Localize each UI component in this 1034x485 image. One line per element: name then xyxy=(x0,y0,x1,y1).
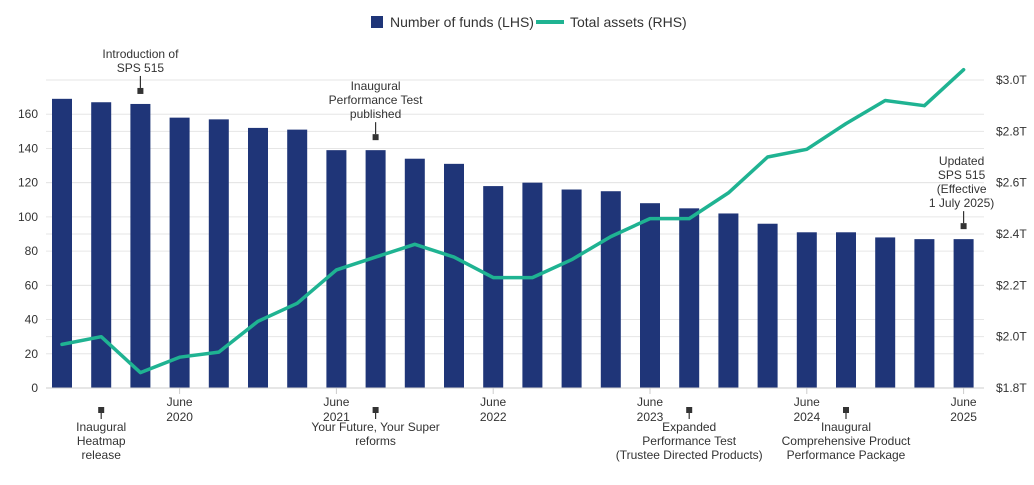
annotation-label: 1 July 2025) xyxy=(929,196,994,210)
annotation-label: Expanded xyxy=(662,420,716,434)
bar xyxy=(953,239,974,388)
bar xyxy=(169,117,190,389)
annotation-label: (Effective xyxy=(937,182,987,196)
legend: Number of funds (LHS) Total assets (RHS) xyxy=(371,14,687,30)
bar xyxy=(208,119,229,388)
total-assets-line xyxy=(60,67,966,375)
line-series-total-assets xyxy=(60,67,966,375)
annotation-label: Comprehensive Product xyxy=(782,434,911,448)
bar xyxy=(404,158,425,388)
y-left-tick-label: 0 xyxy=(31,381,38,395)
bar xyxy=(483,186,504,388)
annotation-label: Introduction of xyxy=(102,47,179,61)
annotation-label: Inaugural xyxy=(351,79,401,93)
bar xyxy=(600,191,621,388)
annotation-label: Updated xyxy=(939,154,984,168)
bar xyxy=(796,232,817,388)
y-right-tick-label: $2.0T xyxy=(996,330,1027,344)
annotation-label: Performance Package xyxy=(787,448,906,462)
x-tick-label: 2021 xyxy=(323,410,350,424)
annotation-label: Heatmap xyxy=(77,434,126,448)
annotation-label: Inaugural xyxy=(76,420,126,434)
x-tick-label: 2023 xyxy=(637,410,664,424)
legend-label-number-of-funds: Number of funds (LHS) xyxy=(390,14,534,30)
y-left-tick-label: 160 xyxy=(18,107,38,121)
x-tick-label: June xyxy=(167,395,193,409)
y-right-tick-label: $2.8T xyxy=(996,124,1027,138)
annotation-label: SPS 515 xyxy=(938,168,986,182)
annotation-marker xyxy=(843,407,849,413)
axes: 0 20 40 60 80 100 120 140 160 $1.8T $2.0T $2.2T $2.4… xyxy=(18,73,1027,424)
bar xyxy=(640,203,660,388)
annotation-marker xyxy=(372,134,379,141)
y-right-tick-label: $2.6T xyxy=(996,176,1027,190)
x-tick-label: 2020 xyxy=(166,410,193,424)
annotation-label: Performance Test xyxy=(329,93,423,107)
x-tick-label: June xyxy=(637,395,663,409)
annotation-label: (Trustee Directed Products) xyxy=(616,448,763,462)
x-tick-label: June xyxy=(323,395,349,409)
annotation-label: release xyxy=(82,448,122,462)
annotation-marker xyxy=(372,407,379,413)
x-tick-label: June xyxy=(794,395,820,409)
x-tick-label: 2024 xyxy=(793,410,820,424)
bar xyxy=(836,232,856,388)
bar xyxy=(718,213,739,388)
annotation-label: Your Future, Your Super xyxy=(311,420,439,434)
y-left-tick-label: 140 xyxy=(18,141,38,155)
y-right-tick-label: $3.0T xyxy=(996,73,1027,87)
legend-swatch-number-of-funds xyxy=(371,16,383,28)
annotation-label: Performance Test xyxy=(642,434,736,448)
bar xyxy=(444,163,464,388)
bar xyxy=(248,127,268,389)
bar-series-number-of-funds xyxy=(52,98,974,389)
y-left-tick-label: 40 xyxy=(25,313,39,327)
annotation-marker xyxy=(98,407,105,413)
annotation-marker xyxy=(686,407,693,413)
bar xyxy=(287,129,308,388)
y-left-tick-label: 20 xyxy=(25,347,39,361)
bar xyxy=(679,208,700,388)
x-tick-label: 2025 xyxy=(950,410,977,424)
annotation-marker xyxy=(137,87,144,94)
annotation-label: published xyxy=(350,107,401,121)
y-left-tick-label: 120 xyxy=(18,176,38,190)
x-tick-label: June xyxy=(480,395,506,409)
annotation-label: SPS 515 xyxy=(117,61,165,75)
bar xyxy=(130,103,151,388)
y-left-tick-label: 60 xyxy=(25,278,39,292)
y-right-tick-label: $1.8T xyxy=(996,381,1027,395)
bar xyxy=(561,189,582,388)
y-left-tick-label: 80 xyxy=(25,244,39,258)
y-right-tick-label: $2.2T xyxy=(996,278,1027,292)
x-tick-label: 2022 xyxy=(480,410,507,424)
annotation-label: Inaugural xyxy=(821,420,871,434)
annotation-label: reforms xyxy=(355,434,396,448)
gridlines xyxy=(46,79,984,355)
x-tick-label: June xyxy=(951,395,977,409)
bar xyxy=(52,98,72,389)
y-right-tick-label: $2.4T xyxy=(996,227,1027,241)
bar xyxy=(91,102,112,388)
bar xyxy=(757,223,778,388)
bar xyxy=(875,237,896,388)
y-left-tick-label: 100 xyxy=(18,210,38,224)
bar xyxy=(522,182,543,388)
annotation-marker xyxy=(960,223,967,230)
bar xyxy=(365,150,386,388)
legend-label-total-assets: Total assets (RHS) xyxy=(570,14,687,30)
bar xyxy=(914,239,935,388)
